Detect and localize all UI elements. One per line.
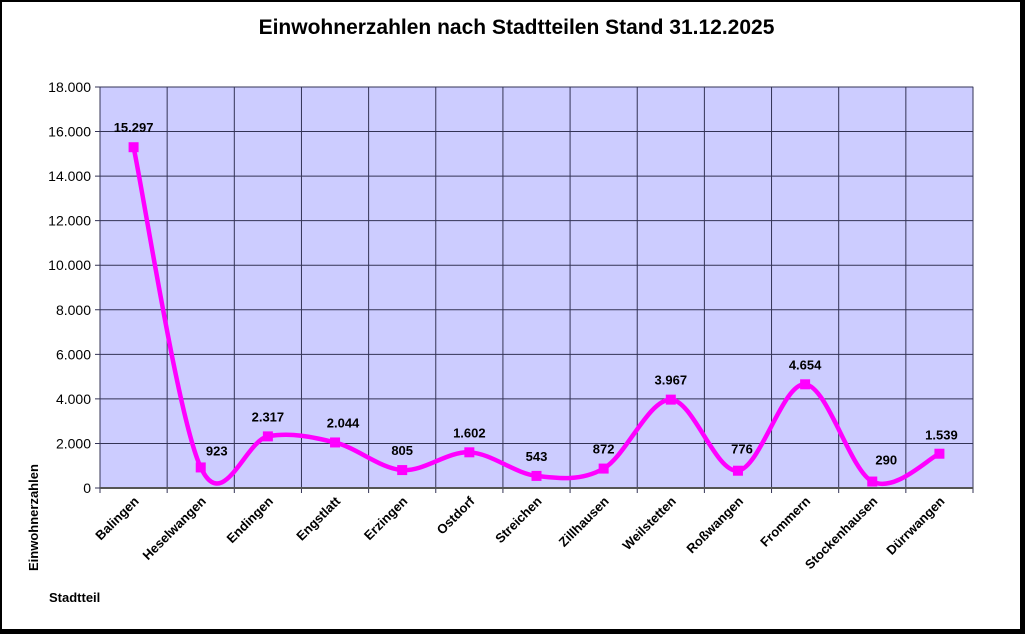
data-point-marker bbox=[867, 476, 878, 487]
data-label: 4.654 bbox=[789, 357, 822, 372]
data-label: 1.539 bbox=[925, 428, 958, 443]
plot-area bbox=[99, 86, 974, 489]
data-point-marker bbox=[531, 470, 542, 481]
data-label: 290 bbox=[875, 453, 897, 468]
y-tick-label: 10.000 bbox=[48, 257, 91, 273]
y-tick-label: 2.000 bbox=[56, 435, 91, 451]
x-tick-label: Weilstetten bbox=[619, 493, 679, 553]
data-label: 3.967 bbox=[655, 373, 688, 388]
x-tick-label: Heselwangen bbox=[139, 493, 208, 562]
data-point-marker bbox=[397, 465, 408, 476]
y-axis-title: Einwohnerzahlen bbox=[26, 464, 41, 571]
data-point-marker bbox=[934, 448, 945, 459]
x-tick-label: Frommern bbox=[757, 493, 813, 549]
data-point-marker bbox=[598, 463, 609, 474]
y-tick-label: 18.000 bbox=[48, 79, 91, 95]
chart-title: Einwohnerzahlen nach Stadtteilen Stand 3… bbox=[258, 16, 775, 39]
data-labels: 15.297 923 2.317 2.044 805 1.602 543 872 3.967 77… bbox=[114, 120, 958, 467]
y-tick-label: 0 bbox=[83, 480, 91, 496]
data-label: 2.044 bbox=[327, 415, 360, 430]
data-label: 805 bbox=[391, 443, 413, 458]
data-label: 923 bbox=[206, 443, 228, 458]
y-tick-label: 6.000 bbox=[56, 346, 91, 362]
x-axis-title: Stadtteil bbox=[49, 590, 101, 605]
x-tick-label: Streichen bbox=[492, 493, 545, 546]
x-tick-label: Endingen bbox=[224, 493, 277, 546]
y-tick-label: 8.000 bbox=[56, 302, 91, 318]
x-tick-label: Stockenhausen bbox=[802, 493, 881, 572]
data-point-marker bbox=[800, 379, 811, 390]
data-point-marker bbox=[464, 447, 475, 458]
y-tick-label: 16.000 bbox=[48, 124, 91, 140]
data-label: 15.297 bbox=[114, 120, 154, 135]
data-point-marker bbox=[195, 462, 206, 473]
y-tick-label: 14.000 bbox=[48, 168, 91, 184]
data-point-marker bbox=[330, 437, 341, 448]
x-tick-label: Balingen bbox=[92, 493, 141, 542]
data-point-marker bbox=[128, 142, 139, 153]
y-tick-label: 4.000 bbox=[56, 391, 91, 407]
x-tick-label: Zillhausen bbox=[556, 493, 612, 549]
series-markers bbox=[128, 142, 945, 487]
data-label: 1.602 bbox=[453, 425, 486, 440]
x-tick-label: Erzingen bbox=[361, 493, 410, 542]
x-tick-label: Dürrwangen bbox=[883, 493, 947, 557]
x-tick-label: Roßwangen bbox=[683, 493, 746, 556]
data-point-marker bbox=[262, 431, 273, 442]
data-label: 872 bbox=[593, 442, 615, 457]
x-tick-label: Engstlatt bbox=[293, 493, 343, 543]
y-tick-label: 12.000 bbox=[48, 213, 91, 229]
data-label: 776 bbox=[731, 442, 753, 457]
data-point-marker bbox=[665, 394, 676, 405]
gridlines bbox=[95, 86, 974, 493]
data-point-marker bbox=[732, 465, 743, 476]
data-label: 543 bbox=[526, 449, 548, 464]
y-axis-tick-labels: 0 2.000 4.000 6.000 8.000 10.000 12.000 14.000 1… bbox=[48, 79, 91, 496]
x-tick-label: Ostdorf bbox=[434, 493, 478, 537]
data-label: 2.317 bbox=[252, 409, 285, 424]
